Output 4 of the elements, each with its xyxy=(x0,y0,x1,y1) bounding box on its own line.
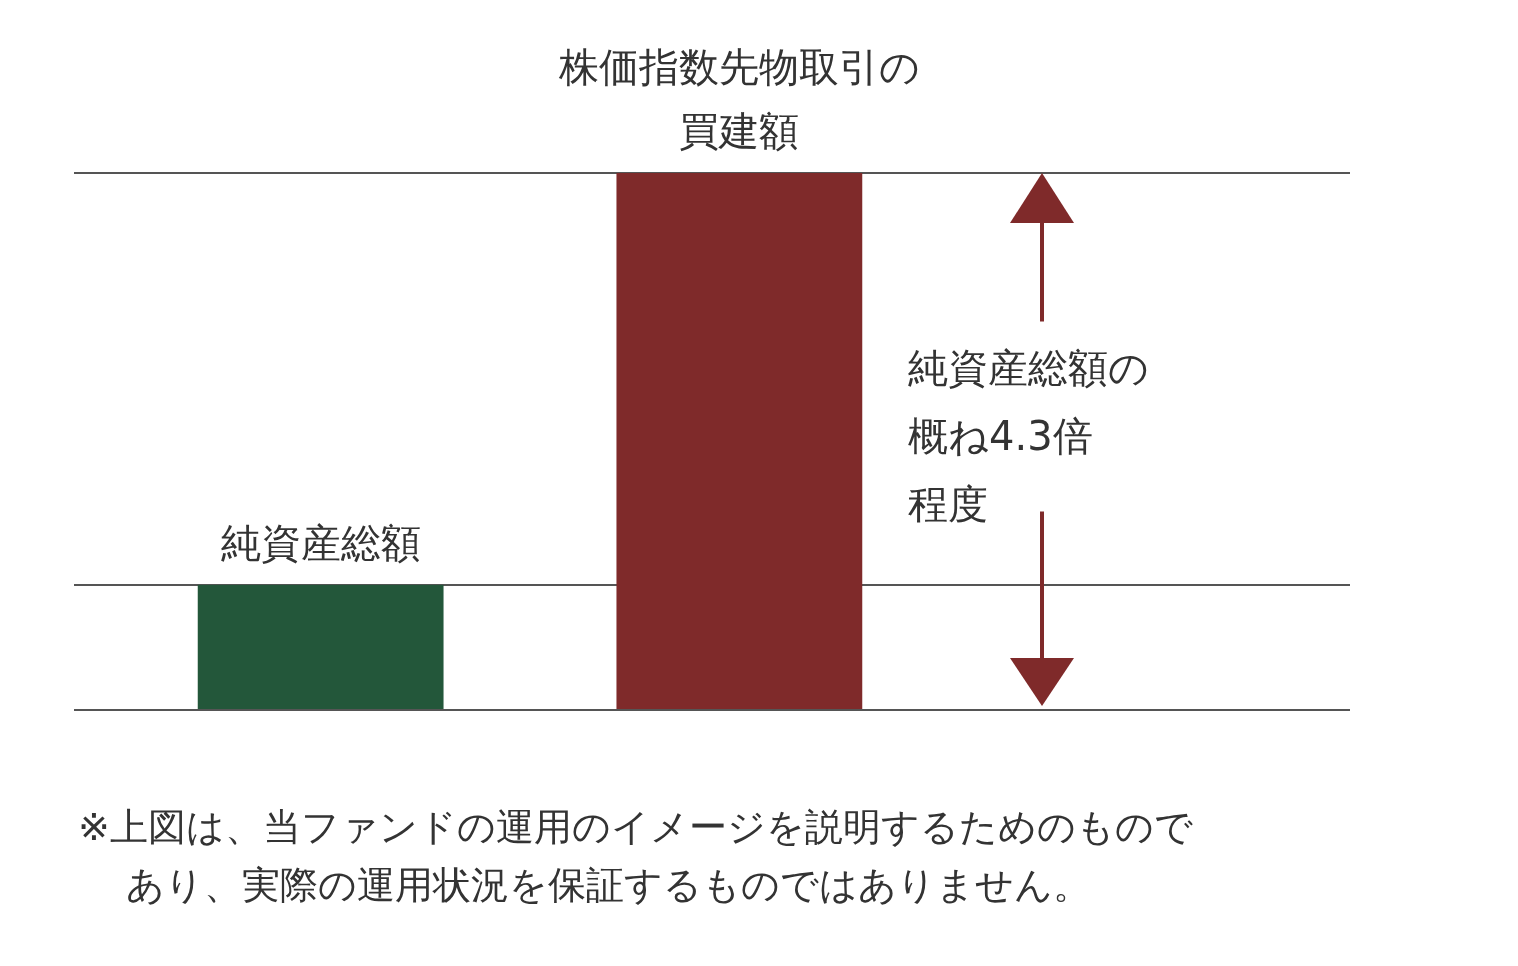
annotation: 純資産総額の概ね4.3倍程度 xyxy=(908,344,1149,527)
x-tick-label: 純資産総額 xyxy=(220,519,421,566)
text: ※上図は、当ファンドの運用のイメージを説明するためのものであり、実際の運用状況を保証するものではありません。 xyxy=(78,805,1193,907)
x-tick-label: 株価指数先物取引の買建額 xyxy=(557,44,920,154)
